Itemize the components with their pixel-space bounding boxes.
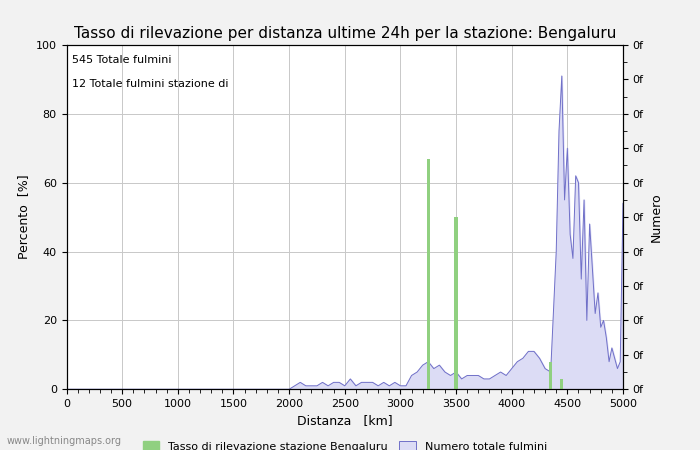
Bar: [560, 379, 564, 389]
Text: 545 Totale fulmini: 545 Totale fulmini: [72, 55, 172, 65]
Legend: Tasso di rilevazione stazione Bengaluru, Numero totale fulmini: Tasso di rilevazione stazione Bengaluru,…: [139, 436, 551, 450]
Y-axis label: Percento  [%]: Percento [%]: [18, 175, 30, 260]
Bar: [426, 158, 430, 389]
Title: Tasso di rilevazione per distanza ultime 24h per la stazione: Bengaluru: Tasso di rilevazione per distanza ultime…: [74, 26, 616, 41]
Bar: [549, 362, 552, 389]
Bar: [454, 217, 458, 389]
Text: 12 Totale fulmini stazione di: 12 Totale fulmini stazione di: [72, 79, 229, 90]
Text: www.lightningmaps.org: www.lightningmaps.org: [7, 436, 122, 446]
Y-axis label: Numero: Numero: [650, 192, 662, 242]
X-axis label: Distanza   [km]: Distanza [km]: [297, 414, 393, 428]
